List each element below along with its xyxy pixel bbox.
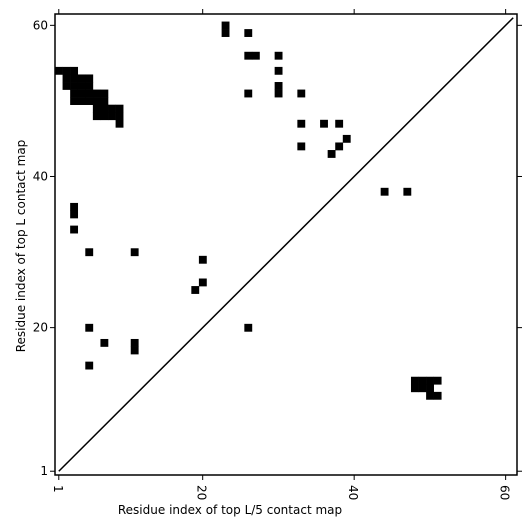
x-tick-label: 20 xyxy=(195,485,209,500)
contact-cell xyxy=(410,384,419,393)
axis-ticks: 1 20 40 60 1 20 40 60 xyxy=(33,9,522,500)
contact-cell xyxy=(403,187,412,196)
contact-cell xyxy=(108,112,116,121)
contact-cell xyxy=(426,376,434,385)
contact-cell xyxy=(274,89,283,98)
contact-cell xyxy=(77,89,86,98)
contact-cell xyxy=(92,89,101,98)
contact-cell xyxy=(115,112,124,121)
contact-cell xyxy=(130,338,139,347)
x-tick-label: 40 xyxy=(346,485,360,500)
contact-cell xyxy=(85,89,94,98)
contact-cell xyxy=(55,66,63,75)
contact-cell xyxy=(130,248,139,257)
contact-cell xyxy=(70,89,79,98)
contact-cell xyxy=(191,286,200,294)
contact-cell xyxy=(62,74,71,83)
contact-cell xyxy=(70,225,79,234)
contact-cell xyxy=(426,391,434,400)
contact-cell xyxy=(100,89,109,98)
contact-cell xyxy=(418,384,427,393)
contact-cell xyxy=(130,346,139,355)
x-axis-label: Residue index of top L/5 contact map xyxy=(118,503,342,517)
contact-cell xyxy=(108,104,116,113)
contact-cell xyxy=(100,97,109,105)
diagonal-line xyxy=(58,17,514,472)
contact-cell xyxy=(244,89,253,98)
contact-cell xyxy=(221,29,230,37)
contact-cell xyxy=(244,323,253,332)
contact-cells xyxy=(55,21,442,400)
contact-cell xyxy=(70,74,79,83)
y-tick-label: 1 xyxy=(40,464,48,478)
contact-cell xyxy=(410,376,419,385)
contact-cell xyxy=(244,29,253,37)
contact-cell xyxy=(92,112,101,121)
contact-cell xyxy=(274,51,283,60)
x-tick-label: 1 xyxy=(51,485,65,493)
contact-cell xyxy=(198,255,207,264)
contact-cell xyxy=(244,51,253,60)
contact-cell xyxy=(62,66,71,75)
contact-cell xyxy=(70,97,79,105)
contact-cell xyxy=(426,384,434,393)
contact-cell xyxy=(92,97,101,105)
contact-cell xyxy=(418,376,427,385)
contact-cell xyxy=(433,391,442,400)
contact-cell xyxy=(221,21,230,30)
contact-cell xyxy=(335,142,344,151)
y-axis-label: Residue index of top L contact map xyxy=(14,140,28,353)
contact-cell xyxy=(85,323,94,332)
contact-cell xyxy=(77,82,86,90)
contact-cell xyxy=(70,66,79,75)
contact-cell xyxy=(85,248,94,257)
contact-cell xyxy=(198,278,207,287)
contact-cell xyxy=(297,142,306,151)
contact-cell xyxy=(70,210,79,219)
contact-cell xyxy=(115,104,124,113)
contact-cell xyxy=(100,112,109,121)
contact-cell xyxy=(297,119,306,128)
contact-cell xyxy=(274,82,283,90)
contact-cell xyxy=(115,119,124,128)
contact-cell xyxy=(335,119,344,128)
contact-cell xyxy=(433,376,442,385)
contact-cell xyxy=(92,104,101,113)
contact-cell xyxy=(70,82,79,90)
y-tick-label: 60 xyxy=(33,18,48,32)
contact-cell xyxy=(100,338,109,347)
contact-cell xyxy=(62,82,71,90)
contact-cell xyxy=(70,202,79,211)
contact-cell xyxy=(342,134,351,143)
contact-cell xyxy=(85,74,94,83)
contact-cell xyxy=(77,97,86,105)
contact-cell xyxy=(85,361,94,370)
contact-cell xyxy=(85,82,94,90)
plot-frame xyxy=(54,13,518,476)
contact-cell xyxy=(380,187,389,196)
x-tick-label: 60 xyxy=(498,485,512,500)
contact-cell xyxy=(327,150,336,158)
y-tick-label: 20 xyxy=(33,321,48,335)
contact-cell xyxy=(274,66,283,75)
contact-cell xyxy=(77,74,86,83)
contact-cell xyxy=(297,89,306,98)
contact-cell xyxy=(100,104,109,113)
contact-cell xyxy=(251,51,260,60)
y-tick-label: 40 xyxy=(33,169,48,183)
contact-cell xyxy=(85,97,94,105)
contact-cell xyxy=(320,119,328,128)
